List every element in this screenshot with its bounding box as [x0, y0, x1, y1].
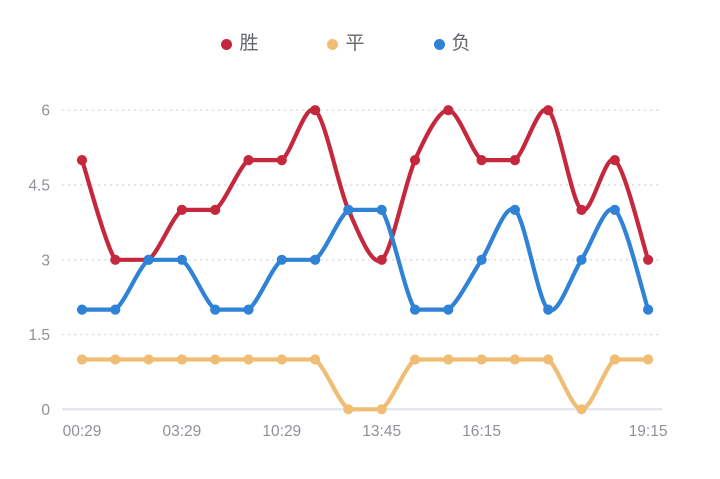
series-line-draw	[79, 357, 651, 412]
series-dot-win-17[interactable]	[643, 254, 654, 265]
series-dot-loss-14[interactable]	[543, 304, 554, 315]
y-tick-label-0: 0	[41, 402, 50, 419]
series-dot-loss-4[interactable]	[210, 304, 221, 315]
series-dot-loss-6[interactable]	[276, 254, 287, 265]
series-dot-draw-16[interactable]	[609, 354, 620, 365]
series-dot-loss-5[interactable]	[243, 304, 254, 315]
series-dot-draw-7[interactable]	[310, 354, 321, 365]
series-dot-loss-10[interactable]	[409, 304, 421, 315]
x-tick-label-19:15: 19:15	[629, 423, 668, 440]
series-dot-loss-16[interactable]	[609, 204, 620, 215]
legend-dot-win-icon	[221, 38, 233, 50]
series-dot-win-10[interactable]	[409, 155, 421, 166]
series-dot-win-16[interactable]	[609, 155, 620, 166]
series-dot-loss-1[interactable]	[110, 304, 121, 315]
series-line-loss	[79, 207, 651, 313]
series-dot-draw-4[interactable]	[210, 354, 221, 365]
series-dot-loss-0[interactable]	[76, 304, 88, 315]
legend-item-loss[interactable]: 负	[433, 33, 471, 55]
legend-label-draw: 平	[345, 33, 365, 54]
series-dot-draw-14[interactable]	[543, 354, 554, 365]
series-dot-draw-5[interactable]	[243, 354, 254, 365]
y-tick-label-6: 6	[41, 103, 50, 120]
series-dot-draw-3[interactable]	[176, 354, 187, 365]
series-dot-win-5[interactable]	[243, 155, 254, 166]
y-tick-label-3: 3	[41, 252, 50, 269]
series-dot-draw-0[interactable]	[76, 354, 88, 365]
x-tick-label-03:29: 03:29	[163, 423, 202, 440]
y-tick-label-4.5: 4.5	[28, 178, 50, 195]
x-tick-label-10:29: 10:29	[262, 423, 301, 440]
series-line-win	[79, 107, 651, 263]
series-dot-draw-15[interactable]	[576, 404, 587, 415]
series-dot-win-4[interactable]	[210, 204, 221, 215]
legend-dot-loss-icon	[433, 38, 445, 50]
series-dot-draw-2[interactable]	[143, 354, 154, 365]
series-dot-draw-13[interactable]	[509, 354, 520, 365]
series-dot-win-11[interactable]	[443, 105, 454, 116]
x-tick-label-00:29: 00:29	[63, 423, 102, 440]
series-dot-loss-9[interactable]	[376, 204, 387, 215]
y-tick-label-1.5: 1.5	[28, 327, 50, 344]
x-tick-label-16:15: 16:15	[462, 423, 501, 440]
legend-item-win[interactable]: 胜	[221, 33, 258, 55]
legend-label-loss: 负	[451, 33, 471, 54]
series-dot-draw-10[interactable]	[409, 354, 421, 365]
series-dot-draw-9[interactable]	[376, 404, 387, 415]
series-dot-win-15[interactable]	[576, 204, 587, 215]
series-dot-loss-17[interactable]	[643, 304, 654, 315]
series-dot-draw-11[interactable]	[443, 354, 454, 365]
series-dot-loss-7[interactable]	[310, 254, 321, 265]
series-dot-win-1[interactable]	[110, 254, 121, 265]
x-tick-label-13:45: 13:45	[362, 423, 401, 440]
series-dot-win-9[interactable]	[376, 254, 387, 265]
legend-label-win: 胜	[239, 33, 259, 54]
series-dot-loss-8[interactable]	[343, 204, 354, 215]
series-dot-draw-12[interactable]	[476, 354, 487, 365]
series-dot-loss-2[interactable]	[143, 254, 154, 265]
series-dot-win-7[interactable]	[310, 105, 321, 116]
series-dot-loss-12[interactable]	[476, 254, 487, 265]
series-dot-win-6[interactable]	[276, 155, 287, 166]
series-dot-win-3[interactable]	[176, 204, 187, 215]
series-dot-win-12[interactable]	[476, 155, 487, 166]
series-dot-draw-17[interactable]	[643, 354, 654, 365]
series-dot-win-0[interactable]	[76, 155, 88, 166]
chart-legend: 胜 平 负	[0, 33, 706, 55]
series-dot-loss-15[interactable]	[576, 254, 587, 265]
series-dot-draw-1[interactable]	[110, 354, 121, 365]
legend-item-draw[interactable]: 平	[327, 33, 365, 55]
series-dot-win-13[interactable]	[509, 155, 520, 166]
legend-dot-draw-icon	[327, 38, 339, 50]
series-dot-win-14[interactable]	[543, 105, 554, 116]
series-dot-draw-6[interactable]	[276, 354, 287, 365]
series-dot-loss-11[interactable]	[443, 304, 454, 315]
series-dot-loss-13[interactable]	[509, 204, 520, 215]
series-dot-draw-8[interactable]	[343, 404, 354, 415]
series-dot-loss-3[interactable]	[176, 254, 187, 265]
